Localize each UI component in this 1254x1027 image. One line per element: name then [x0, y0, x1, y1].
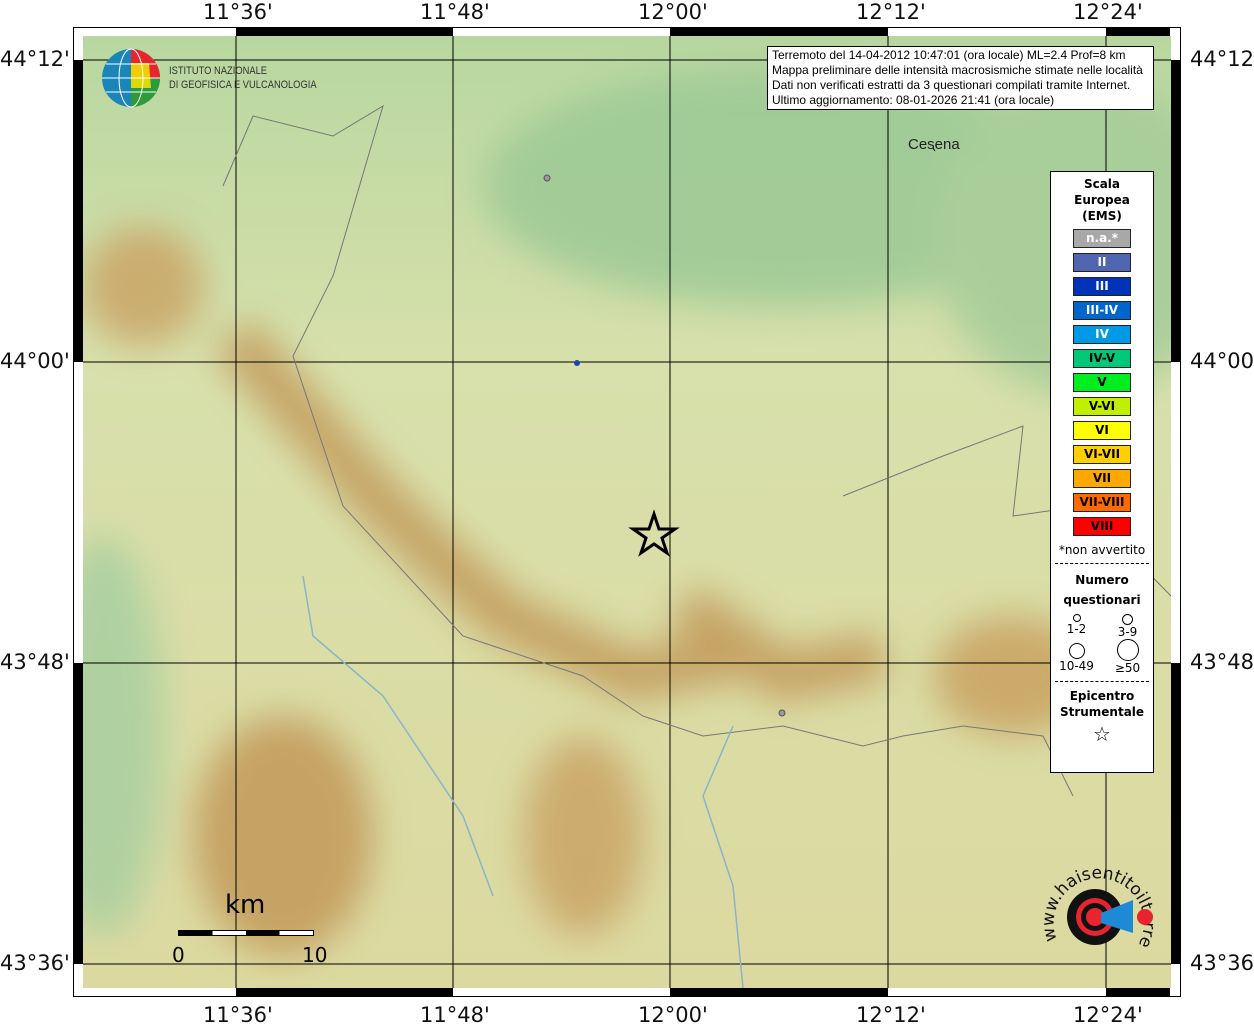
- legend-epi-title: Strumentale: [1059, 705, 1145, 719]
- count-symbol-large: 10-49: [1051, 639, 1102, 675]
- lon-label: 12°00': [638, 1003, 708, 1027]
- globe-icon: [102, 48, 160, 108]
- legend-title: Europea: [1074, 193, 1130, 207]
- legend-swatch-vi-vii: VI-VII: [1073, 445, 1131, 464]
- legend: Scala Europea (EMS) n.a.* II III III-IV IV IV…: [1050, 171, 1154, 773]
- scale-end: 10: [302, 943, 328, 967]
- info-line: Dati non verificati estratti da 3 questi…: [772, 78, 1131, 92]
- scale-bar: km 0 10: [170, 890, 330, 970]
- locality-dot: [778, 709, 786, 717]
- map-area[interactable]: [83, 36, 1171, 988]
- lat-label: 43°48': [1190, 650, 1254, 674]
- lat-label: 44°00': [0, 349, 70, 373]
- lon-label: 11°36': [203, 1003, 273, 1027]
- locality-dot: [574, 360, 580, 366]
- logo-text: DI GEOFISICA E VULCANOLOGIA: [169, 79, 317, 91]
- lon-label: 11°48': [420, 0, 490, 24]
- logo-text: ISTITUTO NAZIONALE: [169, 65, 268, 77]
- legend-swatch-iii: III: [1073, 277, 1131, 296]
- info-line: Terremoto del 14-04-2012 10:47:01 (ora l…: [772, 48, 1126, 62]
- count-symbol-small: 1-2: [1051, 614, 1102, 639]
- epicenter-star-icon: [628, 509, 680, 557]
- scale-start: 0: [172, 943, 185, 967]
- lon-label: 12°12': [856, 0, 926, 24]
- legend-swatch-v-vi: V-VI: [1073, 397, 1131, 416]
- legend-swatch-vii: VII: [1073, 469, 1131, 488]
- legend-count-title: questionari: [1063, 593, 1141, 607]
- count-symbol-medium: 3-9: [1102, 614, 1153, 639]
- count-symbol-xlarge: ≥50: [1102, 639, 1153, 675]
- haisentito-logo: www.haisentitoilterremoto.it: [1027, 840, 1160, 980]
- lat-label: 43°36': [0, 951, 70, 975]
- lat-label: 44°00': [1190, 349, 1254, 373]
- legend-swatch-vi: VI: [1073, 421, 1131, 440]
- legend-swatch-n-a-: n.a.*: [1073, 229, 1131, 248]
- legend-swatch-viii: VIII: [1073, 517, 1131, 536]
- star-icon: ☆: [1093, 722, 1111, 746]
- ingv-logo: ISTITUTO NAZIONALE DI GEOFISICA E VULCAN…: [101, 48, 317, 110]
- legend-epi-title: Epicentro: [1069, 689, 1135, 703]
- scale-unit: km: [225, 890, 266, 920]
- lon-label: 12°12': [856, 1003, 926, 1027]
- lat-label: 43°48': [0, 650, 70, 674]
- lat-label: 44°12': [0, 47, 70, 71]
- lon-label: 12°24': [1073, 1003, 1143, 1027]
- info-line: Mappa preliminare delle intensità macros…: [772, 63, 1143, 77]
- info-line: Ultimo aggiornamento: 08-01-2026 21:41 (…: [772, 93, 1055, 107]
- legend-swatch-iii-iv: III-IV: [1073, 301, 1131, 320]
- event-info-box: Terremoto del 14-04-2012 10:47:01 (ora l…: [767, 46, 1154, 110]
- lat-label: 43°36': [1190, 951, 1254, 975]
- legend-swatch-iv-v: IV-V: [1073, 349, 1131, 368]
- lat-label: 44°12': [1190, 47, 1254, 71]
- legend-swatch-v: V: [1073, 373, 1131, 392]
- legend-count-title: Numero: [1075, 573, 1129, 587]
- legend-swatch-vii-viii: VII-VIII: [1073, 493, 1131, 512]
- terrain: [83, 36, 1171, 988]
- lon-label: 11°36': [203, 0, 273, 24]
- legend-title: Scala: [1083, 177, 1121, 191]
- locality-dot: [543, 174, 551, 182]
- lon-label: 12°24': [1073, 0, 1143, 24]
- lon-label: 12°00': [638, 0, 708, 24]
- legend-swatch-iv: IV: [1073, 325, 1131, 344]
- legend-note: *non avvertito: [1058, 543, 1146, 557]
- legend-swatch-ii: II: [1073, 253, 1131, 272]
- place-label-cesena: Cesena: [908, 136, 960, 153]
- legend-title: (EMS): [1082, 209, 1122, 223]
- lon-label: 11°48': [420, 1003, 490, 1027]
